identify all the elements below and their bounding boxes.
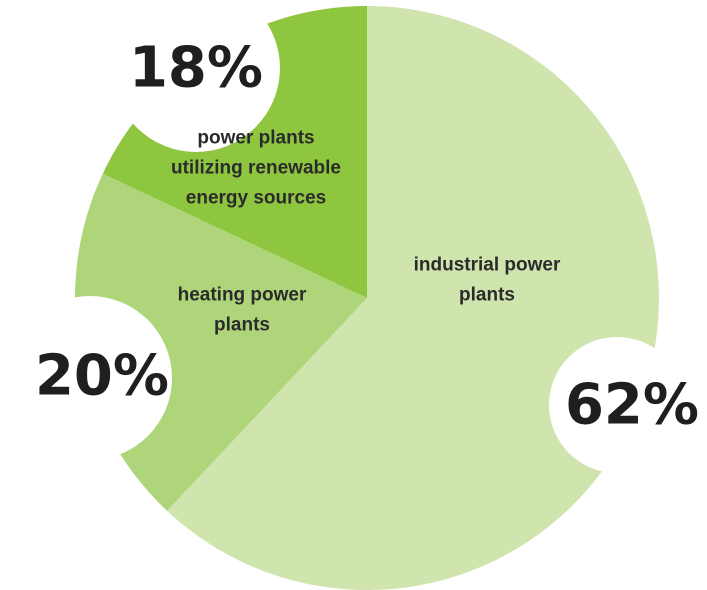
slice-label-3-line-2: utilizing renewable (171, 158, 341, 179)
slice-label-1-line-1: industrial power (414, 255, 561, 276)
pie-slice-1 (167, 6, 659, 590)
slice-label-3-line-3: energy sources (186, 188, 326, 209)
slice-label-2-line-2: plants (214, 315, 270, 336)
percentage-label-2: 20% (35, 344, 169, 409)
percentage-label-3: 18% (129, 36, 263, 101)
slice-label-1-line-2: plants (459, 285, 515, 306)
slice-labels: 62% industrial power plants 20% heating powe… (35, 36, 699, 438)
pie-slice-3 (102, 6, 367, 298)
slice-label-2-line-1: heating power (178, 285, 307, 306)
percentage-bubble-2 (8, 296, 172, 460)
percentage-bubbles (8, 0, 685, 473)
percentage-bubble-1 (549, 337, 685, 473)
percentage-label-1: 62% (565, 373, 699, 438)
percentage-bubble-3 (112, 0, 280, 152)
slice-label-3-line-1: power plants (197, 128, 314, 149)
